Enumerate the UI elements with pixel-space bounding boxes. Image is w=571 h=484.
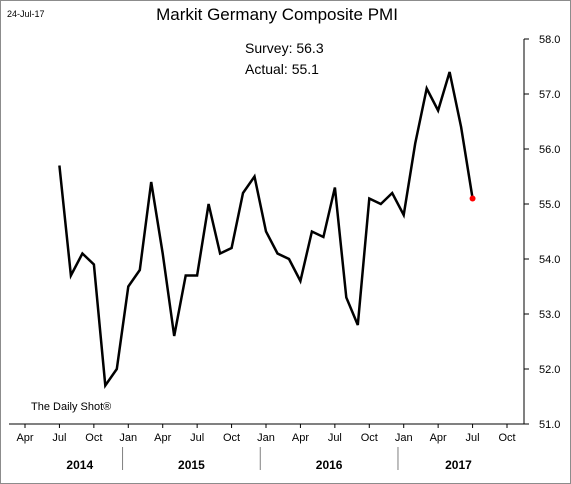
x-axis-ticks: Apr Jul Oct Jan Apr Jul Oct Jan Apr Jul Oct Jan Apr J…: [16, 424, 516, 444]
x-tick-label: Jan: [119, 432, 137, 444]
actual-annotation: Actual: 55.1: [245, 61, 319, 77]
y-tick-label: 58.0: [539, 34, 560, 46]
x-tick-label: Oct: [223, 432, 240, 444]
x-tick-label: Jul: [466, 432, 480, 444]
y-tick-label: 56.0: [539, 144, 560, 156]
y-tick-label: 51.0: [539, 419, 560, 431]
x-tick-label: Jan: [257, 432, 275, 444]
y-tick-label: 54.0: [539, 254, 560, 266]
y-tick-label: 52.0: [539, 364, 560, 376]
year-label: 2015: [178, 458, 205, 472]
x-tick-label: Jul: [328, 432, 342, 444]
series-line: [58, 71, 474, 390]
y-tick-label: 57.0: [539, 89, 560, 101]
y-axis-ticks: 58.0 57.0 56.0 55.0 54.0 53.0 52.0 51.0: [524, 34, 560, 431]
year-label: 2016: [316, 458, 343, 472]
survey-annotation: Survey: 56.3: [245, 40, 324, 56]
y-tick-label: 55.0: [539, 199, 560, 211]
year-label: 2014: [66, 458, 93, 472]
latest-point: [469, 195, 476, 202]
x-tick-label: Jan: [395, 432, 413, 444]
chart-title: Markit Germany Composite PMI: [156, 5, 398, 24]
x-tick-label: Oct: [85, 432, 102, 444]
credit-label: The Daily Shot®: [31, 401, 111, 413]
x-tick-label: Jul: [190, 432, 204, 444]
x-tick-label: Apr: [430, 432, 447, 444]
x-tick-label: Apr: [292, 432, 309, 444]
x-tick-label: Oct: [361, 432, 378, 444]
x-tick-label: Apr: [154, 432, 171, 444]
year-labels: 2014 2015 2016 2017: [66, 447, 472, 472]
x-tick-label: Apr: [16, 432, 33, 444]
year-label: 2017: [445, 458, 472, 472]
x-tick-label: Oct: [498, 432, 515, 444]
x-tick-label: Jul: [52, 432, 66, 444]
date-stamp: 24-Jul-17: [7, 9, 45, 19]
y-tick-label: 53.0: [539, 309, 560, 321]
